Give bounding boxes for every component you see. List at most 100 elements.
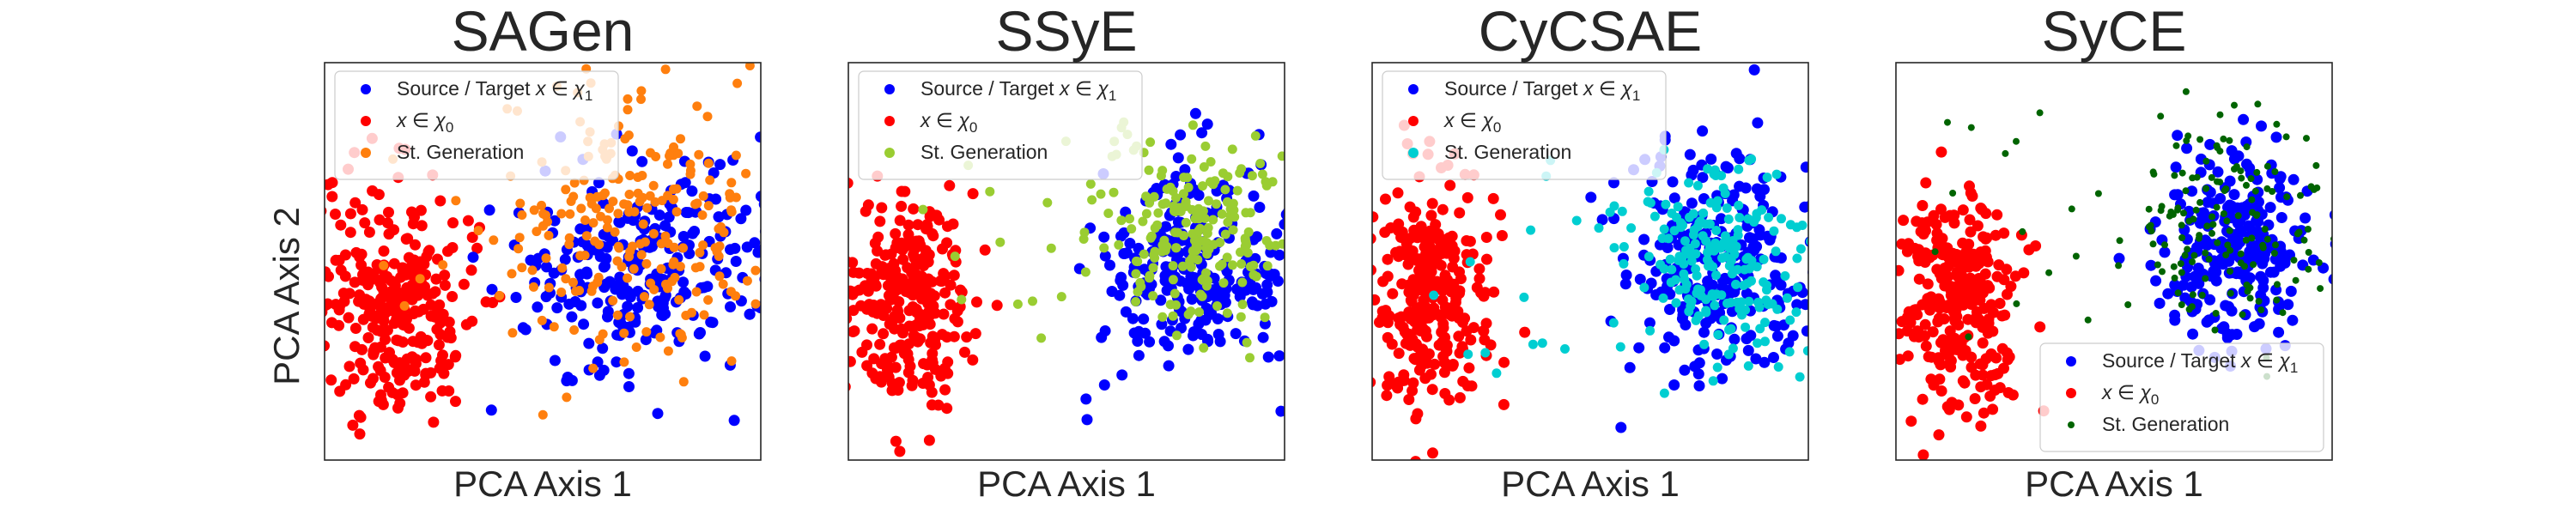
data-point xyxy=(2243,282,2251,288)
data-point xyxy=(2184,132,2192,140)
data-point xyxy=(1680,236,1690,246)
data-point xyxy=(1218,168,1228,179)
data-point xyxy=(1116,215,1127,226)
data-point xyxy=(1658,293,1668,303)
data-point xyxy=(624,251,634,262)
data-point xyxy=(901,348,913,360)
data-point xyxy=(515,198,526,209)
data-point xyxy=(354,428,366,440)
legend: Source / Target x ∈ χ1 x ∈ χ0 St. Generati… xyxy=(2039,342,2324,452)
data-point xyxy=(1673,202,1683,212)
data-point xyxy=(1672,212,1681,222)
data-point xyxy=(2303,135,2310,142)
data-point xyxy=(1206,157,1216,167)
data-point xyxy=(641,327,652,337)
data-point xyxy=(912,219,924,231)
data-point xyxy=(2275,191,2287,203)
data-point xyxy=(677,231,690,242)
data-point xyxy=(866,323,878,335)
data-point xyxy=(632,302,644,313)
data-point xyxy=(1677,221,1687,231)
data-point xyxy=(406,351,418,363)
data-point xyxy=(541,210,550,221)
figure-ylabel: PCA Axis 2 xyxy=(266,207,307,385)
data-point xyxy=(2145,259,2157,271)
data-point xyxy=(1146,231,1157,241)
data-point xyxy=(731,150,741,161)
data-point xyxy=(1230,212,1240,222)
data-point xyxy=(1435,259,1447,271)
data-point xyxy=(1171,193,1181,203)
data-point xyxy=(1157,166,1168,176)
data-point xyxy=(2162,288,2174,300)
data-point xyxy=(2178,221,2185,229)
data-point xyxy=(449,351,461,363)
data-point xyxy=(1260,312,1270,323)
data-point xyxy=(948,270,960,282)
data-point xyxy=(368,348,380,360)
data-point xyxy=(1189,107,1201,119)
data-point xyxy=(2072,252,2080,260)
data-point xyxy=(1412,232,1424,244)
data-point xyxy=(557,263,568,273)
data-point xyxy=(1754,191,1766,203)
data-point xyxy=(1249,260,1259,270)
data-point xyxy=(1133,349,1145,361)
data-point xyxy=(735,213,747,225)
data-point xyxy=(517,263,527,273)
data-point xyxy=(1372,264,1376,276)
data-point xyxy=(1461,191,1473,203)
data-point xyxy=(902,281,914,293)
data-point xyxy=(343,312,355,324)
data-point xyxy=(410,379,422,391)
data-point xyxy=(1699,339,1710,349)
data-point xyxy=(1953,250,1965,261)
legend-marker xyxy=(1408,84,1419,94)
data-point xyxy=(1171,243,1182,253)
data-point xyxy=(580,251,590,260)
data-point xyxy=(670,272,680,282)
data-point xyxy=(885,351,897,363)
series-st-generation xyxy=(1931,88,2332,380)
data-point xyxy=(1116,369,1128,381)
data-point xyxy=(2159,268,2166,276)
data-point xyxy=(355,248,368,260)
data-point xyxy=(663,346,673,356)
data-point xyxy=(1220,185,1230,195)
data-point xyxy=(585,192,595,203)
data-point xyxy=(1902,312,1913,324)
data-point xyxy=(333,254,345,266)
data-point xyxy=(397,387,409,399)
data-point xyxy=(597,342,609,354)
data-point xyxy=(1917,449,1929,460)
data-point xyxy=(2157,207,2165,215)
data-point xyxy=(2227,246,2234,254)
data-point xyxy=(1400,238,1413,250)
data-point xyxy=(1179,173,1189,183)
series-st-generation xyxy=(1429,145,1808,398)
data-point xyxy=(538,221,548,231)
data-point xyxy=(2113,252,2125,264)
data-point xyxy=(890,227,902,239)
data-point xyxy=(465,264,477,276)
data-point xyxy=(2181,142,2193,154)
data-point xyxy=(1686,197,1698,209)
data-point xyxy=(1981,379,1993,391)
data-point xyxy=(674,294,684,305)
data-point xyxy=(2214,144,2221,152)
data-point xyxy=(1931,264,1943,276)
data-point xyxy=(1148,263,1158,273)
data-point xyxy=(394,374,405,386)
data-point xyxy=(2005,281,2017,293)
data-point xyxy=(1941,401,1953,413)
data-point xyxy=(1191,245,1201,256)
data-point xyxy=(991,300,1003,312)
data-point xyxy=(1769,226,1779,236)
data-point xyxy=(1212,301,1222,311)
data-point xyxy=(544,230,554,240)
panel-title: SSyE xyxy=(995,0,1137,63)
data-point xyxy=(569,325,580,335)
data-point xyxy=(969,328,981,340)
data-point xyxy=(655,332,665,342)
scatter-panel-2: SSyE PCA Axis 1 Source / Target x ∈ χ1 x ∈ … xyxy=(848,0,1285,504)
